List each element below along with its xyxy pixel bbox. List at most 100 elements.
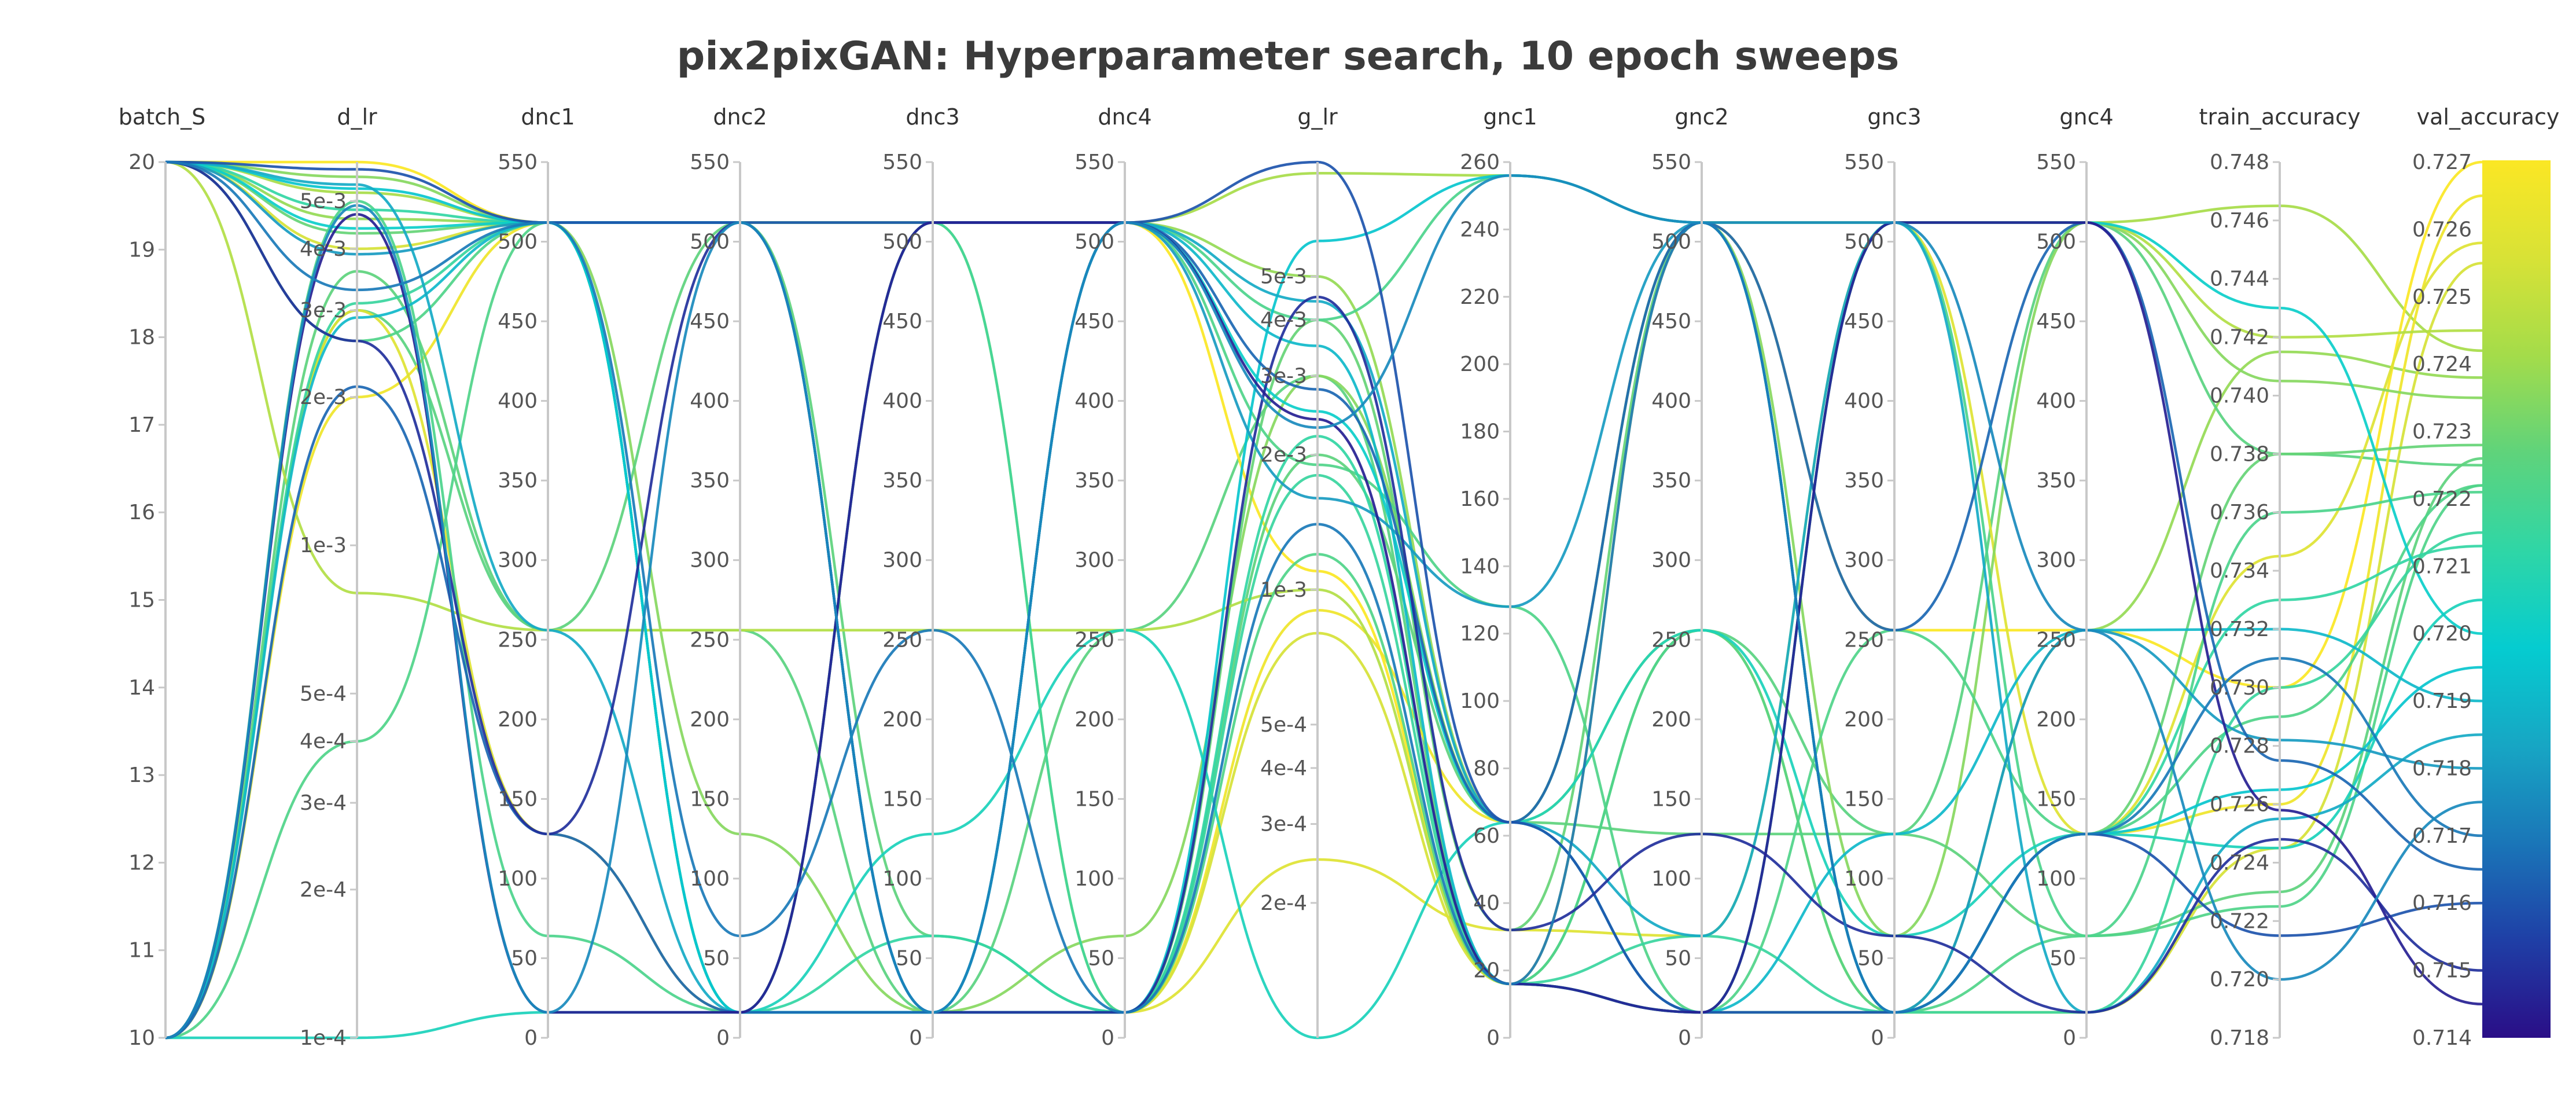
tick-label: 0.728	[2210, 735, 2269, 758]
axis-val-accuracy[interactable]: val_accuracy 0.714 0.715 0.716 0.717 0.718 0.7…	[2412, 104, 2559, 1050]
run-line-20	[165, 160, 2483, 1014]
tick-label: 0.715	[2412, 959, 2472, 983]
tick-label: 0.721	[2412, 554, 2472, 578]
tick-label: 100	[882, 867, 922, 891]
tick-label: 180	[1460, 420, 1500, 444]
tick-label: 140	[1460, 554, 1500, 578]
tick-label: 120	[1460, 622, 1500, 646]
axis-batch-S[interactable]: batch_S 10 11 12 13 14 15 16 17 18 19 20	[119, 104, 205, 1050]
tick-label: 450	[498, 310, 538, 333]
tick-label: 0.748	[2210, 150, 2269, 174]
tick-label: 150	[498, 787, 538, 811]
tick-label: 0.736	[2210, 501, 2269, 524]
tick-label: 150	[2036, 787, 2076, 811]
tick-label: 5e-4	[300, 682, 347, 706]
tick-label: 4e-3	[1260, 309, 1307, 332]
tick-label: 1e-3	[1260, 578, 1307, 602]
tick-label: 0.720	[2412, 622, 2472, 646]
tick-label: 11	[128, 939, 155, 963]
run-line-27	[165, 174, 2483, 1040]
tick-label: 500	[1074, 230, 1114, 254]
axis-dnc2[interactable]: dnc2 0 50 100 150 200 250 300 350 400 450 500 550	[690, 104, 767, 1050]
tick-label: 0.727	[2412, 150, 2472, 174]
tick-label: 0.716	[2412, 891, 2472, 915]
axis-g-lr[interactable]: g_lr 5e-3 4e-3 3e-3 2e-3 1e-3 5e-4 4e-4 3e-4 2e-4	[1260, 104, 1338, 1038]
tick-label: 250	[690, 628, 730, 652]
axis-gnc3[interactable]: gnc3 0 50 100 150 200 250 300 350 400 450 500 550	[1844, 104, 1921, 1050]
run-line-26	[165, 160, 2483, 1014]
tick-label: 100	[1651, 867, 1691, 891]
tick-label: 15	[128, 589, 155, 612]
tick-label: 350	[1651, 469, 1691, 493]
tick-label: 300	[882, 549, 922, 572]
tick-label: 0	[1101, 1026, 1114, 1050]
axis-gnc4[interactable]: gnc4 0 50 100 150 200 250 300 350 400 450 500 550	[2036, 104, 2113, 1050]
tick-label: 0.717	[2412, 824, 2472, 848]
axis-train-accuracy[interactable]: train_accuracy 0.718 0.720 0.722 0.724 0.726 0…	[2199, 104, 2361, 1050]
tick-label: 100	[1844, 867, 1884, 891]
tick-label: 300	[690, 549, 730, 572]
axis-d-lr[interactable]: d_lr 5e-3 4e-3 3e-3 2e-3 1e-3 5e-4 4e-4 3e-4 2e-4…	[300, 104, 377, 1050]
tick-label: 400	[882, 390, 922, 413]
tick-label: 500	[690, 230, 730, 254]
tick-label: 50	[703, 946, 730, 970]
axis-title: dnc2	[713, 104, 767, 130]
tick-label: 550	[1074, 150, 1114, 174]
tick-label: 250	[498, 628, 538, 652]
tick-label: 0.722	[2210, 909, 2269, 933]
tick-label: 5e-3	[300, 189, 347, 213]
tick-label: 550	[1651, 150, 1691, 174]
tick-label: 500	[1651, 230, 1691, 254]
run-line-22	[165, 221, 2483, 1040]
tick-label: 50	[896, 946, 922, 970]
tick-label: 100	[1460, 689, 1500, 713]
tick-label: 50	[511, 946, 538, 970]
tick-label: 3e-4	[300, 791, 347, 815]
tick-label: 300	[1651, 549, 1691, 572]
tick-label: 150	[1651, 787, 1691, 811]
axis-dnc4[interactable]: dnc4 0 50 100 150 200 250 300 350 400 450 500 550	[1074, 104, 1151, 1050]
tick-label: 0	[2063, 1026, 2076, 1050]
tick-label: 100	[2036, 867, 2076, 891]
tick-label: 4e-4	[1260, 757, 1307, 780]
tick-label: 2e-4	[300, 878, 347, 902]
tick-label: 100	[690, 867, 730, 891]
tick-label: 400	[1074, 390, 1114, 413]
tick-label: 550	[690, 150, 730, 174]
run-line-25	[165, 212, 2483, 1040]
axis-gnc1[interactable]: gnc1 0 20 40 60 80 100 120 140 160 180 200 220 240 260	[1460, 104, 1537, 1050]
tick-label: 0.734	[2210, 559, 2269, 583]
axis-dnc1[interactable]: dnc1 0 50 100 150 200 250 300 350 400 450 500 550	[498, 104, 575, 1050]
tick-label: 0.723	[2412, 420, 2472, 444]
axis-title: train_accuracy	[2199, 104, 2361, 130]
axis-dnc3[interactable]: dnc3 0 50 100 150 200 250 300 350 400 450 500 550	[882, 104, 959, 1050]
colorbar	[2482, 160, 2551, 1038]
tick-label: 2e-3	[1260, 443, 1307, 467]
axis-title: gnc3	[1867, 104, 1921, 130]
tick-label: 0	[909, 1026, 922, 1050]
tick-label: 17	[128, 413, 155, 437]
tick-label: 200	[1651, 708, 1691, 732]
tick-label: 60	[1473, 824, 1500, 848]
axes: batch_S 10 11 12 13 14 15 16 17 18 19 20 d_lr 5e-3 4e-…	[119, 104, 2560, 1050]
tick-label: 10	[128, 1026, 155, 1050]
tick-label: 450	[1844, 310, 1884, 333]
tick-label: 200	[1074, 708, 1114, 732]
axis-gnc2[interactable]: gnc2 0 50 100 150 200 250 300 350 400 450 500 550	[1651, 104, 1728, 1050]
tick-label: 20	[1473, 959, 1500, 983]
tick-label: 0.726	[2210, 793, 2269, 817]
tick-label: 0	[1486, 1026, 1500, 1050]
tick-label: 550	[2036, 150, 2076, 174]
tick-label: 220	[1460, 285, 1500, 309]
tick-label: 250	[1651, 628, 1691, 652]
tick-label: 0	[1871, 1026, 1884, 1050]
tick-label: 0	[1678, 1026, 1691, 1050]
axis-title: dnc3	[906, 104, 959, 130]
tick-label: 550	[1844, 150, 1884, 174]
tick-label: 12	[128, 851, 155, 875]
run-lines	[165, 160, 2483, 1040]
tick-label: 350	[1074, 469, 1114, 493]
tick-label: 450	[1074, 310, 1114, 333]
